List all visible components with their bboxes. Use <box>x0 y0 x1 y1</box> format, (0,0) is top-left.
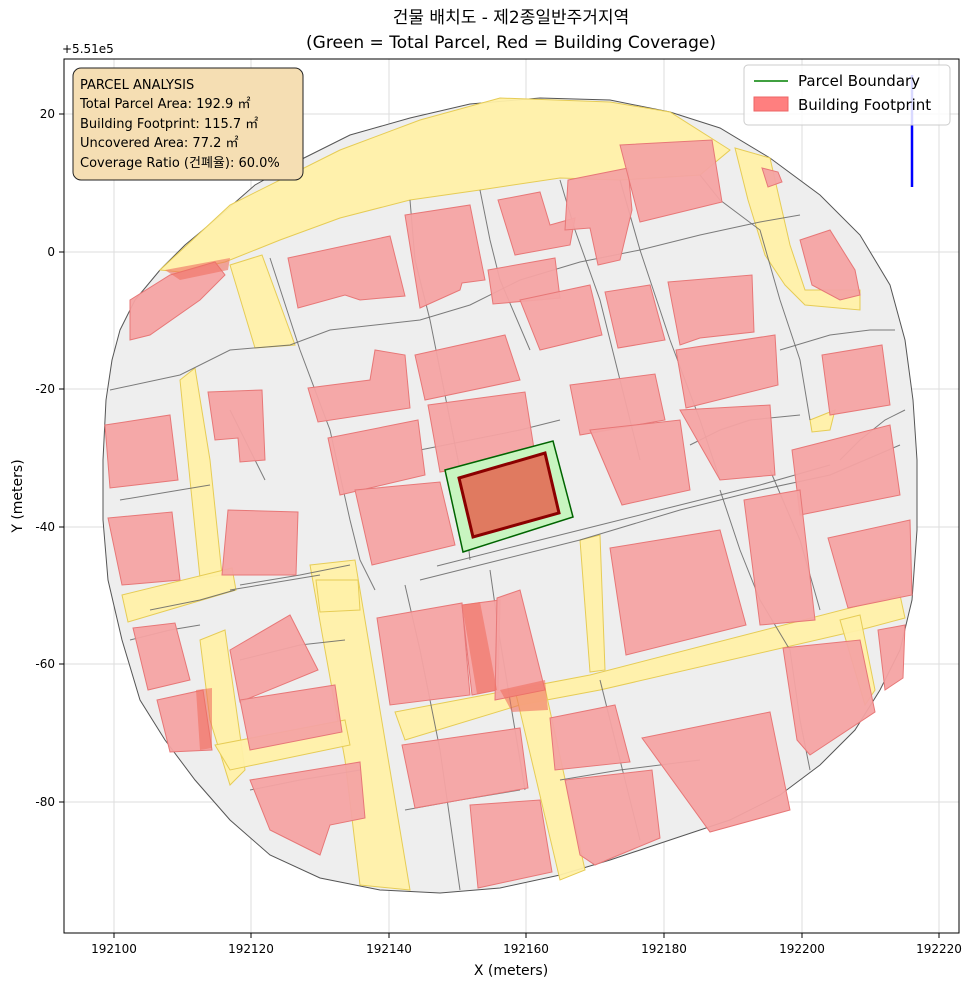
y-tick-label: -60 <box>35 657 55 671</box>
x-axis-label: X (meters) <box>474 963 548 979</box>
y-tick-label: 0 <box>47 245 55 259</box>
parcel-analysis-box: PARCEL ANALYSIS Total Parcel Area: 192.9… <box>72 67 304 181</box>
y-tick-label: 20 <box>40 107 55 121</box>
y-tick-label: -80 <box>35 795 55 809</box>
x-tick-label: 192120 <box>228 942 274 956</box>
legend-building-label: Building Footprint <box>798 96 931 114</box>
info-heading: PARCEL ANALYSIS <box>80 78 194 93</box>
y-axis-offset: +5.51e5 <box>62 42 114 56</box>
chart-title-line2: (Green = Total Parcel, Red = Building Co… <box>306 33 716 53</box>
x-tick-label: 192200 <box>779 942 825 956</box>
legend-parcel-label: Parcel Boundary <box>798 72 920 90</box>
x-tick-label: 192140 <box>366 942 412 956</box>
building-overlaps <box>165 258 548 750</box>
axes-frame <box>63 58 960 934</box>
x-tick-label: 192100 <box>91 942 137 956</box>
y-tick-label: -20 <box>35 382 55 396</box>
legend-building-swatch <box>753 96 789 112</box>
x-tick-label: 192220 <box>916 942 962 956</box>
tick-marks <box>59 113 940 938</box>
buildings <box>104 139 913 889</box>
info-coverage: Coverage Ratio (건폐율): 60.0% <box>80 156 280 171</box>
y-tick-label: -40 <box>35 520 55 534</box>
info-parcel-area: Total Parcel Area: 192.9 ㎡ <box>79 97 250 112</box>
x-tick-label: 192180 <box>641 942 687 956</box>
x-tick-labels: 192100 192120 192140 192160 192180 19220… <box>91 942 962 956</box>
x-tick-label: 192160 <box>503 942 549 956</box>
legend: Parcel Boundary Building Footprint <box>743 64 951 126</box>
info-footprint: Building Footprint: 115.7 ㎡ <box>80 117 258 132</box>
target-building <box>457 451 561 539</box>
y-tick-labels: 20 0 -20 -40 -60 -80 <box>35 107 55 809</box>
info-uncovered: Uncovered Area: 77.2 ㎡ <box>80 136 239 151</box>
y-axis-label: Y (meters) <box>10 459 26 533</box>
chart-title-line1: 건물 배치도 - 제2종일반주거지역 <box>393 8 629 28</box>
